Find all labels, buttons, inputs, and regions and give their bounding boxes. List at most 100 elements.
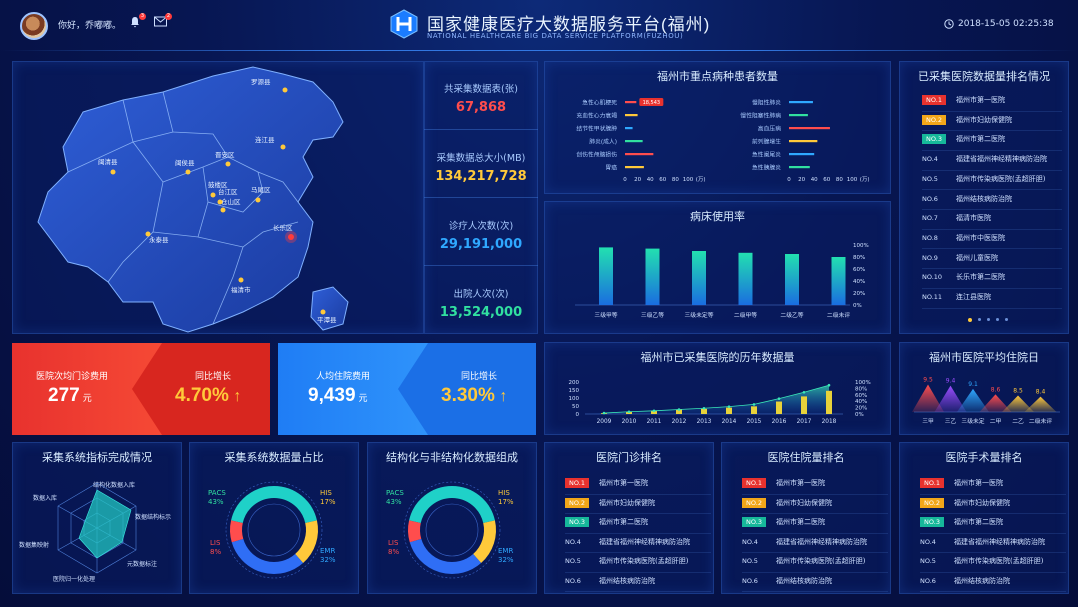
disease-bar xyxy=(789,127,830,130)
stay-value-label: 9.5 xyxy=(923,377,933,384)
rank-row[interactable]: NO.2 福州市妇幼保健院 xyxy=(742,495,888,514)
rank-row[interactable]: NO.1 福州市第一医院 xyxy=(920,475,1066,495)
rank-number: NO.6 xyxy=(922,194,938,203)
rank-row[interactable]: NO.3 福州市第二医院 xyxy=(920,514,1066,534)
history-year-label: 2016 xyxy=(772,419,787,425)
map-highlight-dot[interactable] xyxy=(288,234,294,240)
panel-title: 医院住院量排名 xyxy=(767,452,845,464)
map-dot[interactable] xyxy=(145,231,151,237)
map-dot[interactable] xyxy=(238,277,244,283)
rank-row[interactable]: NO.5 福州市传染病医院(孟超肝胆) xyxy=(922,171,1062,191)
disease-tick-label: (万) xyxy=(860,176,870,183)
rank-row[interactable]: NO.10 长乐市第二医院 xyxy=(922,269,1062,289)
bed-bar xyxy=(785,254,799,305)
map-label: 罗源县 xyxy=(251,77,271,86)
history-bar xyxy=(726,407,732,414)
disease-bar xyxy=(625,101,637,104)
disease-tick-label: (万) xyxy=(696,176,706,183)
pager-dot[interactable] xyxy=(996,318,999,321)
stay-triangle xyxy=(957,388,989,412)
map-mainland xyxy=(37,66,344,333)
rank-row[interactable]: NO.6 福州结核病防治院 xyxy=(922,191,1062,210)
history-year-label: 2015 xyxy=(747,419,762,425)
mail-badge: 2 xyxy=(165,13,172,20)
map-dot[interactable] xyxy=(320,309,326,315)
donut-slice xyxy=(294,520,318,564)
structured-panel: 结构化与非结构化数据组成 PACS 43% HIS 17% LIS 8% EMR 32% xyxy=(367,442,537,594)
history-point xyxy=(827,383,831,387)
rank-number: NO.4 xyxy=(742,537,758,546)
rank-number: NO.4 xyxy=(922,155,938,164)
disease-label: 结节性甲状腺肿 xyxy=(576,125,617,133)
rank-row[interactable]: NO.6 福州结核病防治院 xyxy=(920,573,1066,592)
panel-title: 福州市已采集医院的历年数据量 xyxy=(640,352,795,364)
rank-row[interactable]: NO.2 福州市妇幼保健院 xyxy=(920,495,1066,514)
rank-row[interactable]: NO.3 福州市第二医院 xyxy=(565,514,711,534)
kpi-value: 277 元 xyxy=(48,385,92,406)
rank-row[interactable]: NO.6 福州结核病防治院 xyxy=(565,573,711,592)
avg-stay-chart: 9.5 三甲 9.4 三乙 9.1 三级未定 8.6 二甲 8.5 二乙 8.4 二级未评 xyxy=(912,377,1060,425)
rank-row[interactable]: NO.1 福州市第一医院 xyxy=(742,475,888,495)
rank-row[interactable]: NO.5 福州市传染病医院(孟超肝胆) xyxy=(565,553,711,573)
kpi-outpatient-card: 医院次均门诊费用 277 元 同比增长 4.70% ↑ xyxy=(12,343,270,435)
rank-row[interactable]: NO.9 福州儿童医院 xyxy=(922,250,1062,270)
panel-title: 采集系统数据量占比 xyxy=(224,452,324,464)
rank-row[interactable]: NO.8 福州市中医医院 xyxy=(922,230,1062,250)
radar-axis-label: 元数据标注 xyxy=(127,560,157,568)
mail-icon[interactable]: 2 xyxy=(154,13,172,30)
map-dot[interactable] xyxy=(110,169,116,175)
rank-row[interactable]: NO.5 福州市传染病医院(孟超肝胆) xyxy=(920,553,1066,573)
rank-row[interactable]: NO.3 福州市第二医院 xyxy=(742,514,888,534)
map-dot[interactable] xyxy=(280,144,286,150)
rank-row[interactable]: NO.3 福州市第二医院 xyxy=(922,131,1062,151)
map-label: 连江县 xyxy=(255,135,275,144)
rank-row[interactable]: NO.4 福建省福州神经精神病防治院 xyxy=(565,534,711,553)
kpi-growth-label: 同比增长 xyxy=(195,372,232,382)
history-point xyxy=(652,409,656,413)
map-dot[interactable] xyxy=(220,207,226,213)
avatar[interactable] xyxy=(20,12,48,40)
rank-row[interactable]: NO.4 福建省福州神经精神病防治院 xyxy=(920,534,1066,553)
datetime: 2018-15-05 02:25:38 xyxy=(958,19,1054,29)
pager-dot[interactable] xyxy=(1005,318,1008,321)
stat-discharge: 出院人次(次) 13,524,000 xyxy=(424,265,538,333)
stat-size: 采集数据总大小(MB) 134,217,728 xyxy=(424,129,538,197)
pager-dot-active[interactable] xyxy=(968,318,972,322)
legend-emr: EMR 32% xyxy=(320,547,336,564)
stat-value: 29,191,000 xyxy=(439,237,523,252)
kpi-inpatient-card: 人均住院费用 9,439 元 同比增长 3.30% ↑ xyxy=(278,343,536,435)
rank-row[interactable]: NO.6 福州结核病防治院 xyxy=(742,573,888,592)
history-year-label: 2018 xyxy=(822,419,837,425)
map-dot[interactable] xyxy=(282,87,288,93)
panel-title: 医院门诊排名 xyxy=(596,452,662,464)
map-dot[interactable] xyxy=(185,169,191,175)
rank-row[interactable]: NO.5 福州市传染病医院(孟超肝胆) xyxy=(742,553,888,573)
rank-row[interactable]: NO.7 福清市医院 xyxy=(922,210,1062,230)
bed-bar xyxy=(831,257,846,305)
rank-hospital-name: 福州市传染病医院(孟超肝胆) xyxy=(954,557,1044,565)
rank-hospital-name: 福州市妇幼保健院 xyxy=(956,115,1012,124)
rank-row[interactable]: NO.1 福州市第一医院 xyxy=(922,92,1062,112)
disease-label: 急性心肌梗死 xyxy=(582,99,617,107)
rank-row[interactable]: NO.2 福州市妇幼保健院 xyxy=(922,112,1062,132)
pager-dot[interactable] xyxy=(978,318,981,321)
map-dot[interactable] xyxy=(210,192,216,198)
rank-row[interactable]: NO.2 福州市妇幼保健院 xyxy=(565,495,711,514)
rank-row[interactable]: NO.1 福州市第一医院 xyxy=(565,475,711,495)
pager-dot[interactable] xyxy=(987,318,990,321)
rank-row[interactable]: NO.4 福建省福州神经精神病防治院 xyxy=(742,534,888,553)
stay-category-label: 三甲 xyxy=(922,418,934,425)
bell-icon[interactable]: 3 xyxy=(129,13,146,31)
map-dot[interactable] xyxy=(217,199,223,205)
map-dot[interactable] xyxy=(225,161,231,167)
rank-row[interactable]: NO.4 福建省福州神经精神病防治院 xyxy=(922,151,1062,171)
stat-value: 67,868 xyxy=(455,100,507,115)
rank-row[interactable]: NO.11 连江县医院 xyxy=(922,289,1062,309)
ratio-donut-chart xyxy=(225,481,323,579)
fuzhou-map[interactable]: 罗源县 连江县 闽清县 闽侯县 晋安区 鼓楼区 台江区 仓山区 马尾区 长乐区 … xyxy=(13,62,423,333)
history-panel: 福州市已采集医院的历年数据量 200 150 100 50 0 100% 80% 60% 40%… xyxy=(544,342,891,435)
map-dot[interactable] xyxy=(255,197,261,203)
history-point xyxy=(702,406,706,410)
disease-bar xyxy=(789,153,815,156)
donut-outer-ring xyxy=(225,481,323,579)
